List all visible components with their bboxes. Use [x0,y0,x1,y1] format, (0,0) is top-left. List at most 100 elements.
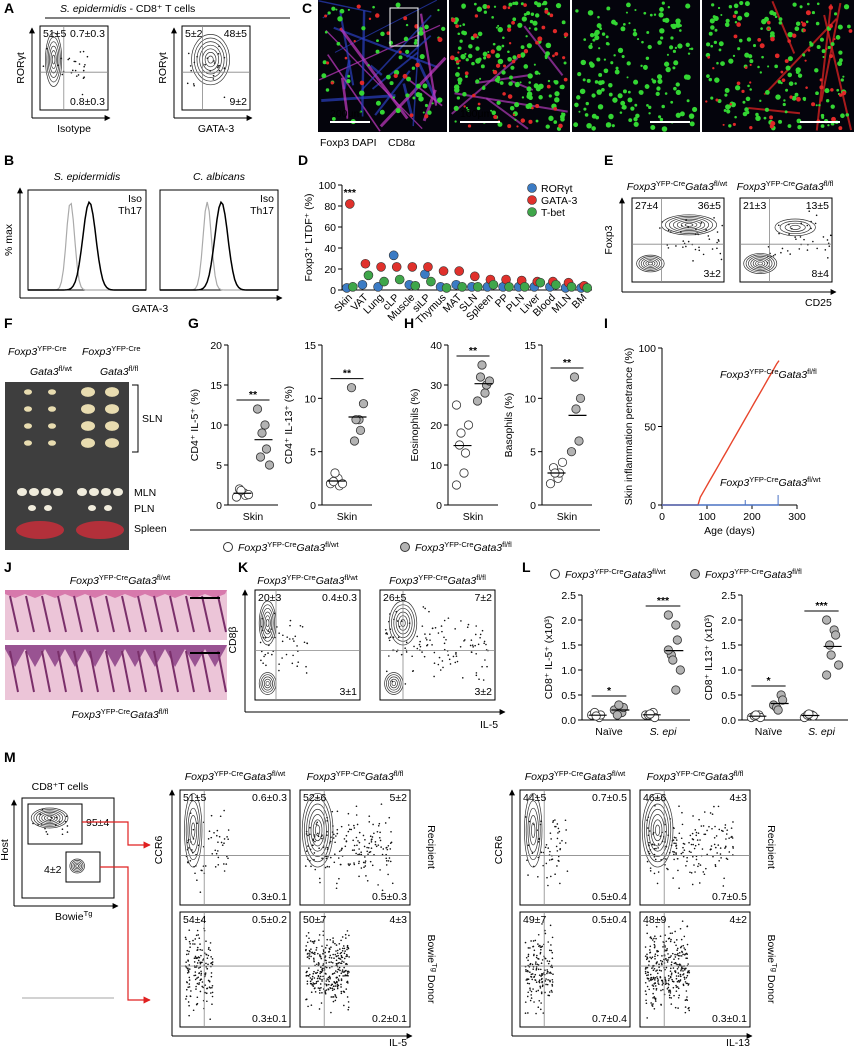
event-dot [726,829,729,831]
event-dot [655,847,657,850]
stain-cell [521,16,527,22]
data-point [671,685,681,695]
stain-cell [496,45,502,51]
stain-cell [514,1,519,6]
quadrant-value: 5±2 [390,792,408,804]
event-dot [309,826,311,829]
event-dot [332,985,335,988]
event-dot [486,665,488,668]
event-dot [305,945,308,947]
event-dot [340,972,343,975]
event-dot [194,943,196,945]
event-dot [285,653,288,656]
quadrant-value: 0.7±0.3 [70,28,105,40]
event-dot [683,976,686,979]
stain-cell [692,106,698,113]
event-dot [187,52,190,55]
event-dot [201,949,203,951]
stain-cell [769,124,774,129]
event-dot [437,663,440,666]
stain-cell [646,31,650,34]
text-segment: - CD8⁺ T cells [127,3,196,15]
contour [386,674,402,693]
event-dot [527,947,530,949]
event-dot [827,257,829,259]
stain-cell [742,100,746,104]
event-dot [199,891,202,893]
event-dot [780,251,782,254]
event-dot [479,633,482,636]
contour [75,864,80,868]
event-dot [424,607,426,610]
event-dot [335,835,337,837]
stain-cell [450,55,455,61]
event-dot [195,988,197,990]
quadrant-value: 20±3 [258,592,281,604]
event-dot [317,975,320,977]
event-dot [315,982,317,985]
event-dot [204,984,207,986]
event-dot [328,961,330,964]
quadrant-value: 0.6±0.3 [252,792,287,804]
event-dot [335,976,338,979]
event-dot [387,845,390,847]
stain-cell [649,13,653,17]
event-dot [326,846,329,849]
stain-cell [803,98,806,102]
event-dot [684,948,687,951]
event-dot [691,832,694,835]
event-dot [443,619,446,622]
text-segment: Gata3 [583,771,612,783]
event-dot [808,210,811,213]
data-point [645,709,655,719]
genotype-label: Foxp3YFP-CreGata3fl/fl [647,769,744,783]
event-dot [195,957,197,959]
event-dot [670,961,673,963]
event-dot [645,1002,648,1005]
data-point [574,436,584,446]
event-dot [689,871,691,874]
event-dot [214,849,217,852]
genotype-label: Foxp3YFP-CreGata3fl/fl [72,707,169,721]
stain-cell [675,112,681,118]
stain-cell [728,58,734,64]
stain-cell [845,113,850,117]
stain-cell [836,88,840,92]
stain-cell [648,112,651,115]
data-point [804,709,814,719]
event-dot [665,981,667,983]
axis-label: CCR6 [153,836,165,865]
epidermis [5,590,227,598]
stain-cell [621,104,627,110]
event-dot [670,1003,673,1005]
event-dot [332,972,334,975]
stain-cell [403,36,409,42]
event-dot [194,938,197,940]
event-dot [535,966,538,968]
event-dot [682,855,685,858]
hair-follicle [217,650,227,693]
text-segment: Recipient [425,825,437,869]
stain-cell [534,27,538,31]
event-dot [368,821,371,823]
event-dot [485,643,487,646]
event-dot [535,969,538,971]
text-segment: Donor [765,972,777,1004]
text-segment: Gata3 [128,575,157,587]
stain-cell [795,70,800,75]
axis-label: RORγt [157,52,169,84]
stain-legend: CD8α [388,137,415,149]
event-dot [704,833,707,836]
y-tick-label: 1.0 [721,665,736,677]
event-dot [199,966,201,969]
event-dot [385,670,388,673]
event-dot [551,978,554,981]
event-dot [267,652,269,654]
event-dot [315,949,318,951]
event-dot [374,843,377,846]
stain-fiber [823,14,852,131]
event-dot [198,972,200,975]
event-dot [681,823,684,826]
event-dot [366,879,369,882]
event-dot [263,655,265,658]
